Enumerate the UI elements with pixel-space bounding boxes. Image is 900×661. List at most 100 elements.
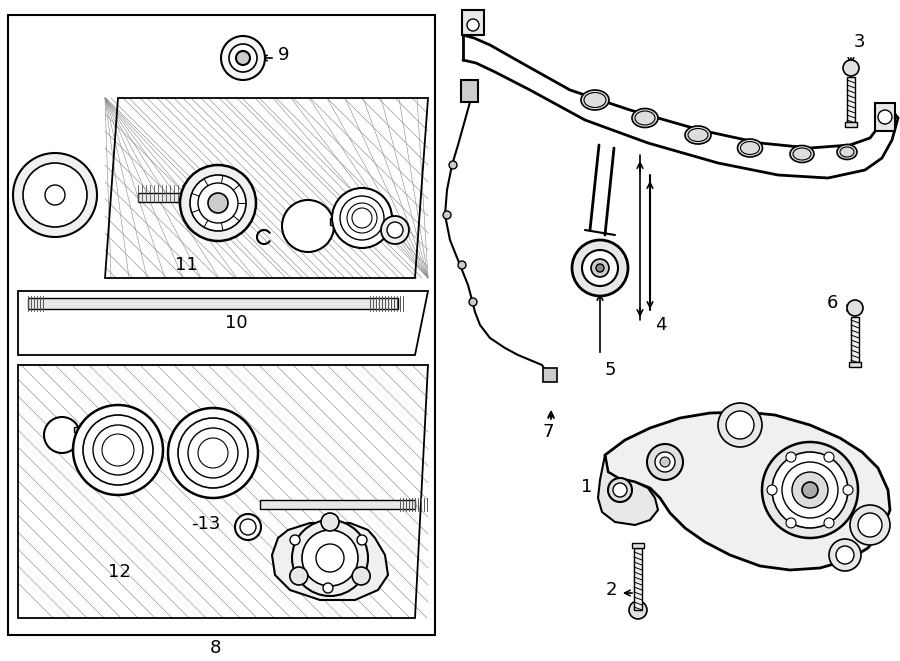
Text: 3: 3	[854, 33, 866, 51]
Circle shape	[44, 417, 80, 453]
Circle shape	[180, 165, 256, 241]
Circle shape	[596, 264, 604, 272]
Circle shape	[467, 19, 479, 31]
Circle shape	[660, 457, 670, 467]
Circle shape	[824, 518, 834, 528]
Circle shape	[792, 472, 828, 508]
Circle shape	[302, 530, 358, 586]
Text: 10: 10	[225, 314, 248, 332]
Circle shape	[824, 452, 834, 462]
Circle shape	[858, 513, 882, 537]
Circle shape	[208, 193, 228, 213]
Circle shape	[843, 485, 853, 495]
Text: 9: 9	[278, 46, 290, 64]
Bar	[462, 10, 484, 35]
Circle shape	[352, 567, 370, 585]
Ellipse shape	[581, 90, 609, 110]
Circle shape	[236, 51, 250, 65]
Bar	[28, 298, 398, 309]
Circle shape	[240, 519, 256, 535]
Circle shape	[352, 208, 372, 228]
Text: 1: 1	[580, 478, 592, 496]
Circle shape	[332, 188, 392, 248]
Ellipse shape	[632, 108, 658, 128]
Circle shape	[878, 110, 892, 124]
Circle shape	[449, 161, 457, 169]
Circle shape	[198, 438, 228, 468]
Circle shape	[190, 175, 246, 231]
Circle shape	[772, 452, 848, 528]
Circle shape	[458, 261, 466, 269]
Text: 2: 2	[606, 581, 617, 599]
Circle shape	[608, 478, 632, 502]
Circle shape	[469, 298, 477, 306]
Circle shape	[290, 535, 300, 545]
Circle shape	[718, 403, 762, 447]
Polygon shape	[605, 412, 890, 570]
Circle shape	[767, 485, 777, 495]
Circle shape	[229, 44, 257, 72]
Bar	[461, 80, 478, 102]
Polygon shape	[18, 291, 428, 355]
Circle shape	[198, 183, 238, 223]
Circle shape	[93, 425, 143, 475]
Circle shape	[726, 411, 754, 439]
Circle shape	[73, 405, 163, 495]
Text: 4: 4	[655, 316, 667, 334]
Circle shape	[340, 196, 384, 240]
Circle shape	[655, 452, 675, 472]
Text: 12: 12	[108, 563, 130, 581]
Bar	[138, 193, 196, 202]
Polygon shape	[598, 455, 658, 525]
Circle shape	[647, 444, 683, 480]
Circle shape	[802, 482, 818, 498]
Circle shape	[23, 163, 87, 227]
Text: 7: 7	[543, 423, 554, 441]
Circle shape	[786, 518, 796, 528]
Circle shape	[282, 200, 334, 252]
Text: 8: 8	[210, 639, 220, 657]
Circle shape	[323, 583, 333, 593]
Bar	[330, 218, 340, 225]
Circle shape	[83, 415, 153, 485]
Circle shape	[829, 539, 861, 571]
Bar	[847, 77, 855, 122]
Bar	[851, 317, 859, 362]
Circle shape	[591, 259, 609, 277]
Circle shape	[629, 601, 647, 619]
Bar	[74, 427, 81, 432]
Circle shape	[762, 442, 858, 538]
Circle shape	[45, 185, 65, 205]
Ellipse shape	[737, 139, 762, 157]
Circle shape	[443, 211, 451, 219]
Ellipse shape	[837, 145, 857, 159]
Circle shape	[357, 535, 367, 545]
Circle shape	[178, 418, 248, 488]
Circle shape	[292, 520, 368, 596]
Circle shape	[102, 434, 134, 466]
Text: 5: 5	[605, 361, 617, 379]
Circle shape	[221, 36, 265, 80]
Circle shape	[387, 222, 403, 238]
Bar	[632, 543, 644, 548]
Circle shape	[782, 462, 838, 518]
Circle shape	[235, 514, 261, 540]
Text: 6: 6	[826, 294, 838, 312]
Circle shape	[847, 300, 863, 316]
Bar	[875, 103, 895, 131]
Ellipse shape	[685, 126, 711, 144]
Bar	[849, 362, 861, 367]
Circle shape	[316, 544, 344, 572]
Polygon shape	[272, 523, 388, 600]
Bar	[634, 548, 642, 610]
Circle shape	[786, 452, 796, 462]
Bar	[260, 500, 415, 509]
Circle shape	[13, 153, 97, 237]
Text: -13: -13	[191, 515, 220, 533]
Circle shape	[582, 250, 618, 286]
Circle shape	[381, 216, 409, 244]
Bar	[845, 122, 857, 127]
Circle shape	[843, 60, 859, 76]
Bar	[543, 368, 557, 382]
Circle shape	[188, 428, 238, 478]
